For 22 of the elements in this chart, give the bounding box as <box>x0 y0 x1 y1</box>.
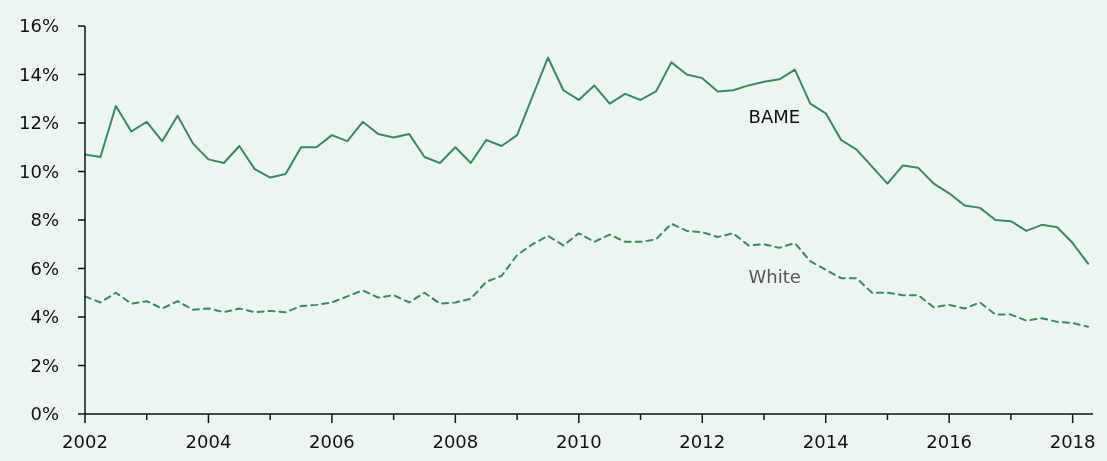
x-tick-label: 2004 <box>185 431 232 452</box>
x-tick-label: 2010 <box>555 431 602 452</box>
line-series <box>84 222 1090 328</box>
y-tick-label: 14% <box>18 63 59 85</box>
x-tick-label: 2008 <box>432 431 479 452</box>
y-tick-label: 6% <box>30 257 59 279</box>
y-tick-label: 8% <box>30 209 59 231</box>
line-series <box>84 56 1090 265</box>
y-tick-label: 12% <box>18 112 59 134</box>
y-tick-label: 0% <box>30 403 59 425</box>
y-tick-label: 2% <box>30 354 59 376</box>
y-tick-label: 16% <box>18 15 59 37</box>
x-tick-label: 2014 <box>802 431 849 452</box>
x-tick-label: 2018 <box>1049 431 1096 452</box>
x-tick-label: 2016 <box>926 431 973 452</box>
y-tick-label: 4% <box>30 306 59 328</box>
x-tick-label: 2006 <box>309 431 355 452</box>
series-label: BAME <box>748 106 801 128</box>
x-tick-label: 2012 <box>679 431 726 452</box>
series-label: White <box>748 266 801 288</box>
x-tick-label: 2002 <box>62 431 108 452</box>
y-tick-label: 10% <box>18 160 59 182</box>
